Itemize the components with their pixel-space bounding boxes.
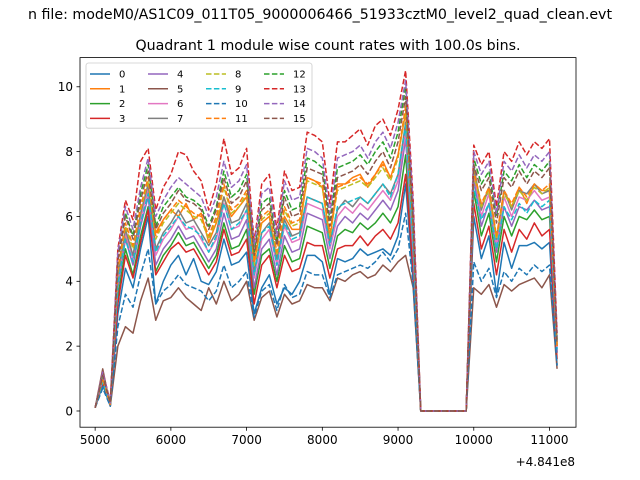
- legend-label-12: 12: [293, 70, 306, 81]
- series-line-5: [94, 254, 558, 412]
- legend-label-0: 0: [119, 70, 125, 81]
- legend-box: [85, 62, 313, 129]
- legend-label-14: 14: [293, 99, 306, 110]
- legend-label-8: 8: [235, 70, 241, 81]
- series-line-13: [94, 69, 558, 412]
- legend-label-13: 13: [293, 84, 306, 95]
- series-line-12: [94, 86, 558, 412]
- y-tick-label: 4: [65, 275, 73, 289]
- legend-label-15: 15: [293, 114, 306, 125]
- series-line-10: [94, 212, 558, 412]
- series-line-15: [94, 95, 558, 412]
- y-axis: 0 2 4 6 8 10: [58, 80, 80, 418]
- series-line-0: [94, 183, 558, 412]
- y-tick-label: 2: [65, 339, 73, 353]
- x-tick-label: 6000: [156, 433, 187, 447]
- series-line-6: [94, 131, 558, 412]
- chart-title: Quadrant 1 module wise count rates with …: [135, 38, 520, 54]
- legend-label-11: 11: [235, 114, 248, 125]
- legend-label-9: 9: [235, 84, 241, 95]
- x-tick-label: 10000: [455, 433, 493, 447]
- x-tick-label: 5000: [80, 433, 111, 447]
- legend-label-6: 6: [177, 99, 183, 110]
- legend-label-3: 3: [119, 114, 125, 125]
- series-line-11: [94, 105, 558, 412]
- series-line-4: [94, 137, 558, 412]
- legend-label-4: 4: [177, 70, 183, 81]
- x-tick-label: 9000: [383, 433, 414, 447]
- figure-suptitle: n file: modeM0/AS1C09_011T05_9000006466_…: [28, 7, 612, 23]
- x-axis: 5000 6000 7000 8000 9000 10000 11000: [80, 427, 569, 447]
- axes-frame: [79, 57, 577, 428]
- legend-label-7: 7: [177, 114, 183, 125]
- legend-label-2: 2: [119, 99, 125, 110]
- legend-label-10: 10: [235, 99, 248, 110]
- y-tick-label: 6: [65, 210, 73, 224]
- y-tick-label: 10: [58, 80, 73, 94]
- legend-label-5: 5: [177, 84, 183, 95]
- series-line-14: [94, 79, 558, 412]
- x-tick-label: 7000: [231, 433, 262, 447]
- series-layer: [94, 69, 558, 412]
- series-line-2: [94, 154, 558, 412]
- y-tick-label: 0: [65, 404, 73, 418]
- y-tick-label: 8: [65, 145, 73, 159]
- series-line-9: [94, 124, 558, 412]
- legend-label-1: 1: [119, 84, 125, 95]
- series-line-3: [94, 173, 558, 412]
- x-tick-label: 8000: [307, 433, 338, 447]
- x-axis-offset-label: +4.841e8: [516, 455, 575, 469]
- x-tick-label: 11000: [530, 433, 568, 447]
